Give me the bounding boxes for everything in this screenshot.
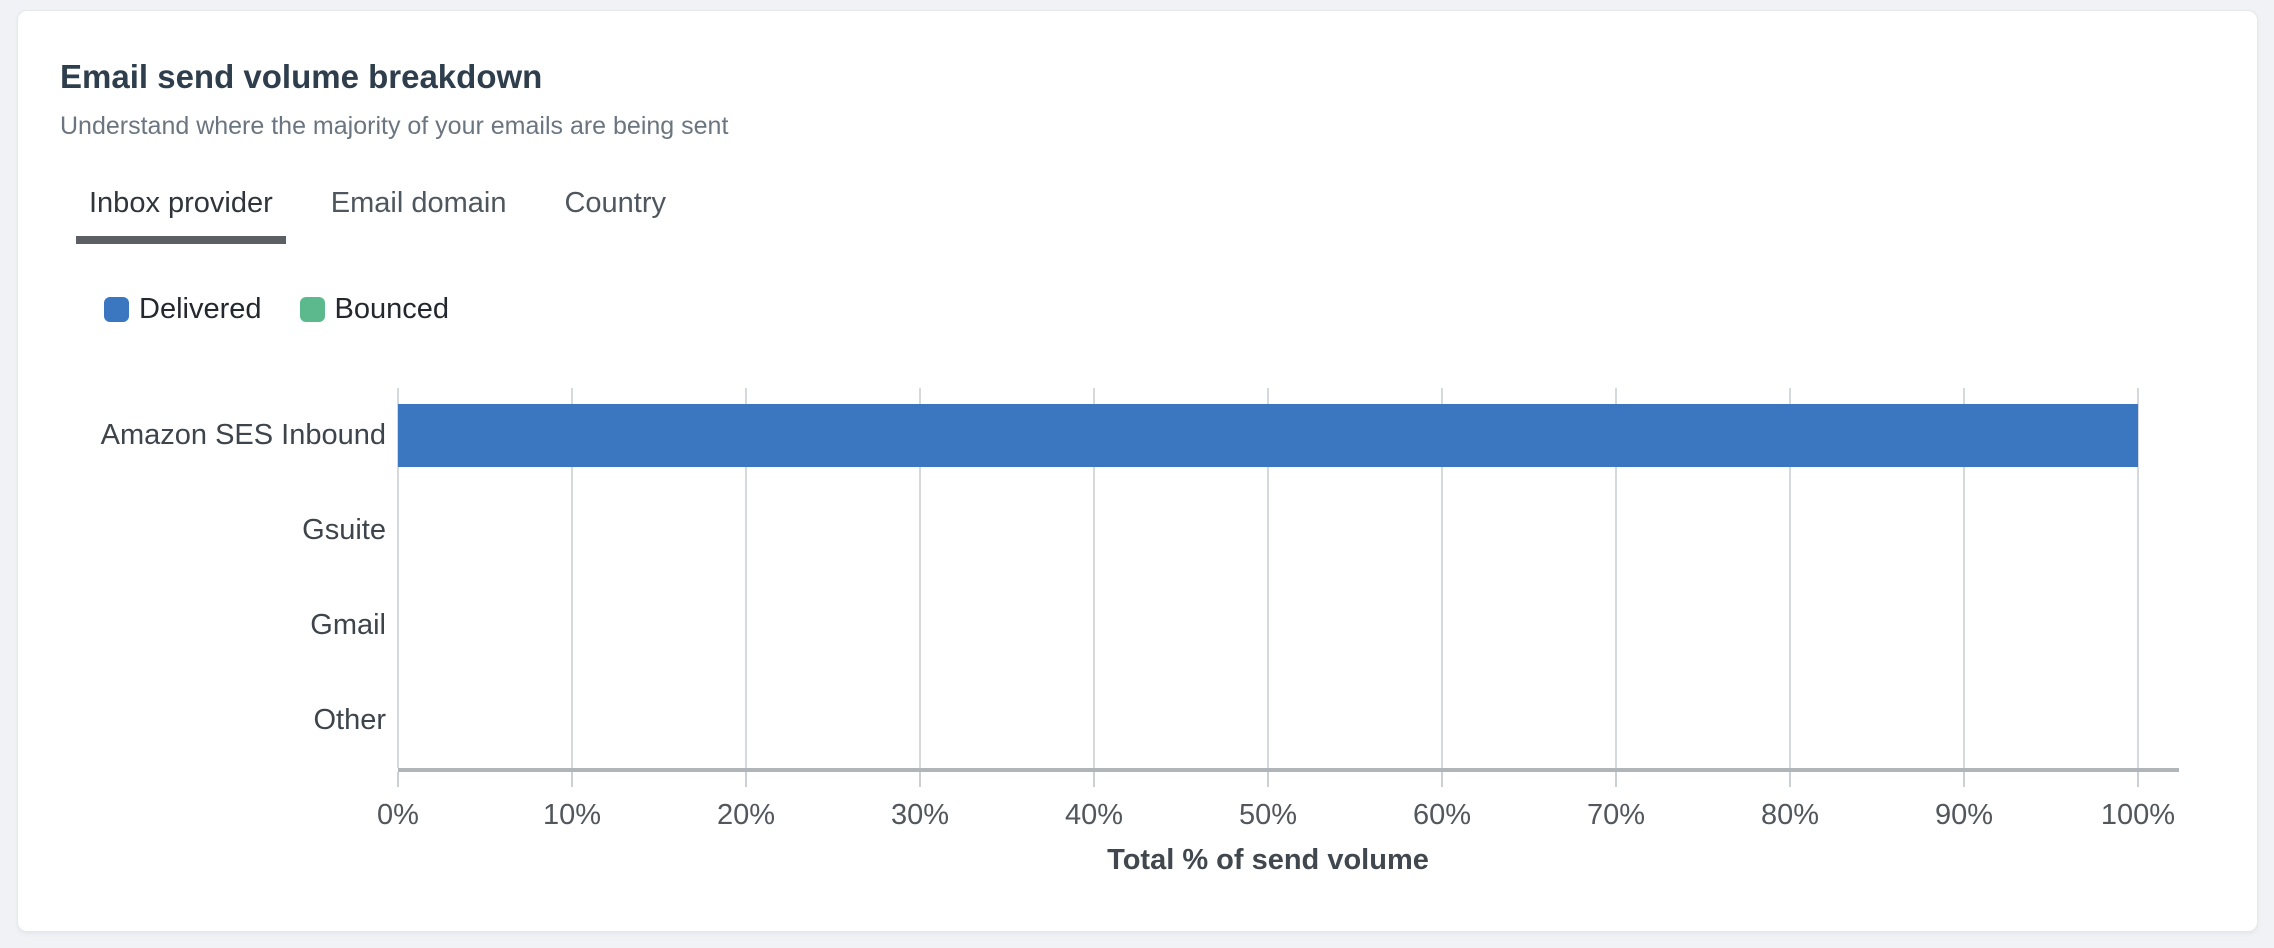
x-tick-20	[745, 772, 747, 787]
gridline-40	[1093, 388, 1095, 768]
gridline-10	[571, 388, 573, 768]
x-tick-70	[1615, 772, 1617, 787]
plot-area	[397, 388, 2139, 768]
gridline-70	[1615, 388, 1617, 768]
x-tick-label-20: 20%	[716, 799, 776, 831]
category-label-gsuite: Gsuite	[302, 514, 386, 546]
legend-item-delivered[interactable]: Delivered	[104, 294, 262, 324]
x-tick-label-50: 50%	[1238, 799, 1298, 831]
category-label-gmail: Gmail	[310, 609, 386, 641]
gridline-30	[919, 388, 921, 768]
category-label-other: Other	[313, 704, 386, 736]
tab-email-domain[interactable]: Email domain	[330, 187, 507, 219]
gridline-60	[1441, 388, 1443, 768]
bar-delivered-amazon-ses-inbound[interactable]	[398, 404, 2138, 467]
bar-chart: Total % of send volume 0% 10% 20% 30% 40% 50%…	[60, 388, 2257, 888]
x-tick-80	[1789, 772, 1791, 787]
x-tick-90	[1963, 772, 1965, 787]
x-tick-label-30: 30%	[890, 799, 950, 831]
x-tick-label-40: 40%	[1064, 799, 1124, 831]
tab-country[interactable]: Country	[564, 187, 667, 219]
x-tick-40	[1093, 772, 1095, 787]
x-tick-label-90: 90%	[1934, 799, 1994, 831]
gridline-50	[1267, 388, 1269, 768]
gridline-80	[1789, 388, 1791, 768]
x-tick-0	[397, 772, 399, 787]
category-label-amazon-ses-inbound: Amazon SES Inbound	[100, 419, 386, 451]
tab-bar: Inbox provider Email domain Country	[76, 186, 2257, 244]
x-tick-100	[2137, 772, 2139, 787]
x-tick-60	[1441, 772, 1443, 787]
x-tick-50	[1267, 772, 1269, 787]
card-subtitle: Understand where the majority of your em…	[60, 112, 729, 140]
x-tick-label-0: 0%	[377, 799, 419, 831]
x-tick-label-100: 100%	[2100, 799, 2176, 831]
x-tick-label-10: 10%	[542, 799, 602, 831]
legend-label-delivered: Delivered	[139, 293, 262, 325]
x-tick-label-60: 60%	[1412, 799, 1472, 831]
x-tick-label-80: 80%	[1760, 799, 1820, 831]
x-tick-10	[571, 772, 573, 787]
gridline-100	[2137, 388, 2139, 768]
bounced-swatch	[299, 296, 325, 322]
x-tick-30	[919, 772, 921, 787]
gridline-0	[397, 388, 399, 768]
delivered-swatch	[104, 296, 129, 322]
gridline-90	[1963, 388, 1965, 768]
card-title: Email send volume breakdown	[60, 58, 543, 95]
gridline-20	[745, 388, 747, 768]
legend-item-bounced[interactable]: Bounced	[299, 293, 450, 325]
x-axis-title: Total % of send volume	[1107, 844, 1429, 876]
legend-label-bounced: Bounced	[334, 293, 450, 325]
x-axis-line	[398, 768, 2179, 772]
tab-inbox-provider[interactable]: Inbox provider	[76, 186, 286, 244]
email-volume-card: Email send volume breakdown Understand w…	[17, 10, 2258, 932]
chart-legend: Delivered Bounced	[104, 294, 2257, 324]
x-tick-label-70: 70%	[1586, 799, 1646, 831]
